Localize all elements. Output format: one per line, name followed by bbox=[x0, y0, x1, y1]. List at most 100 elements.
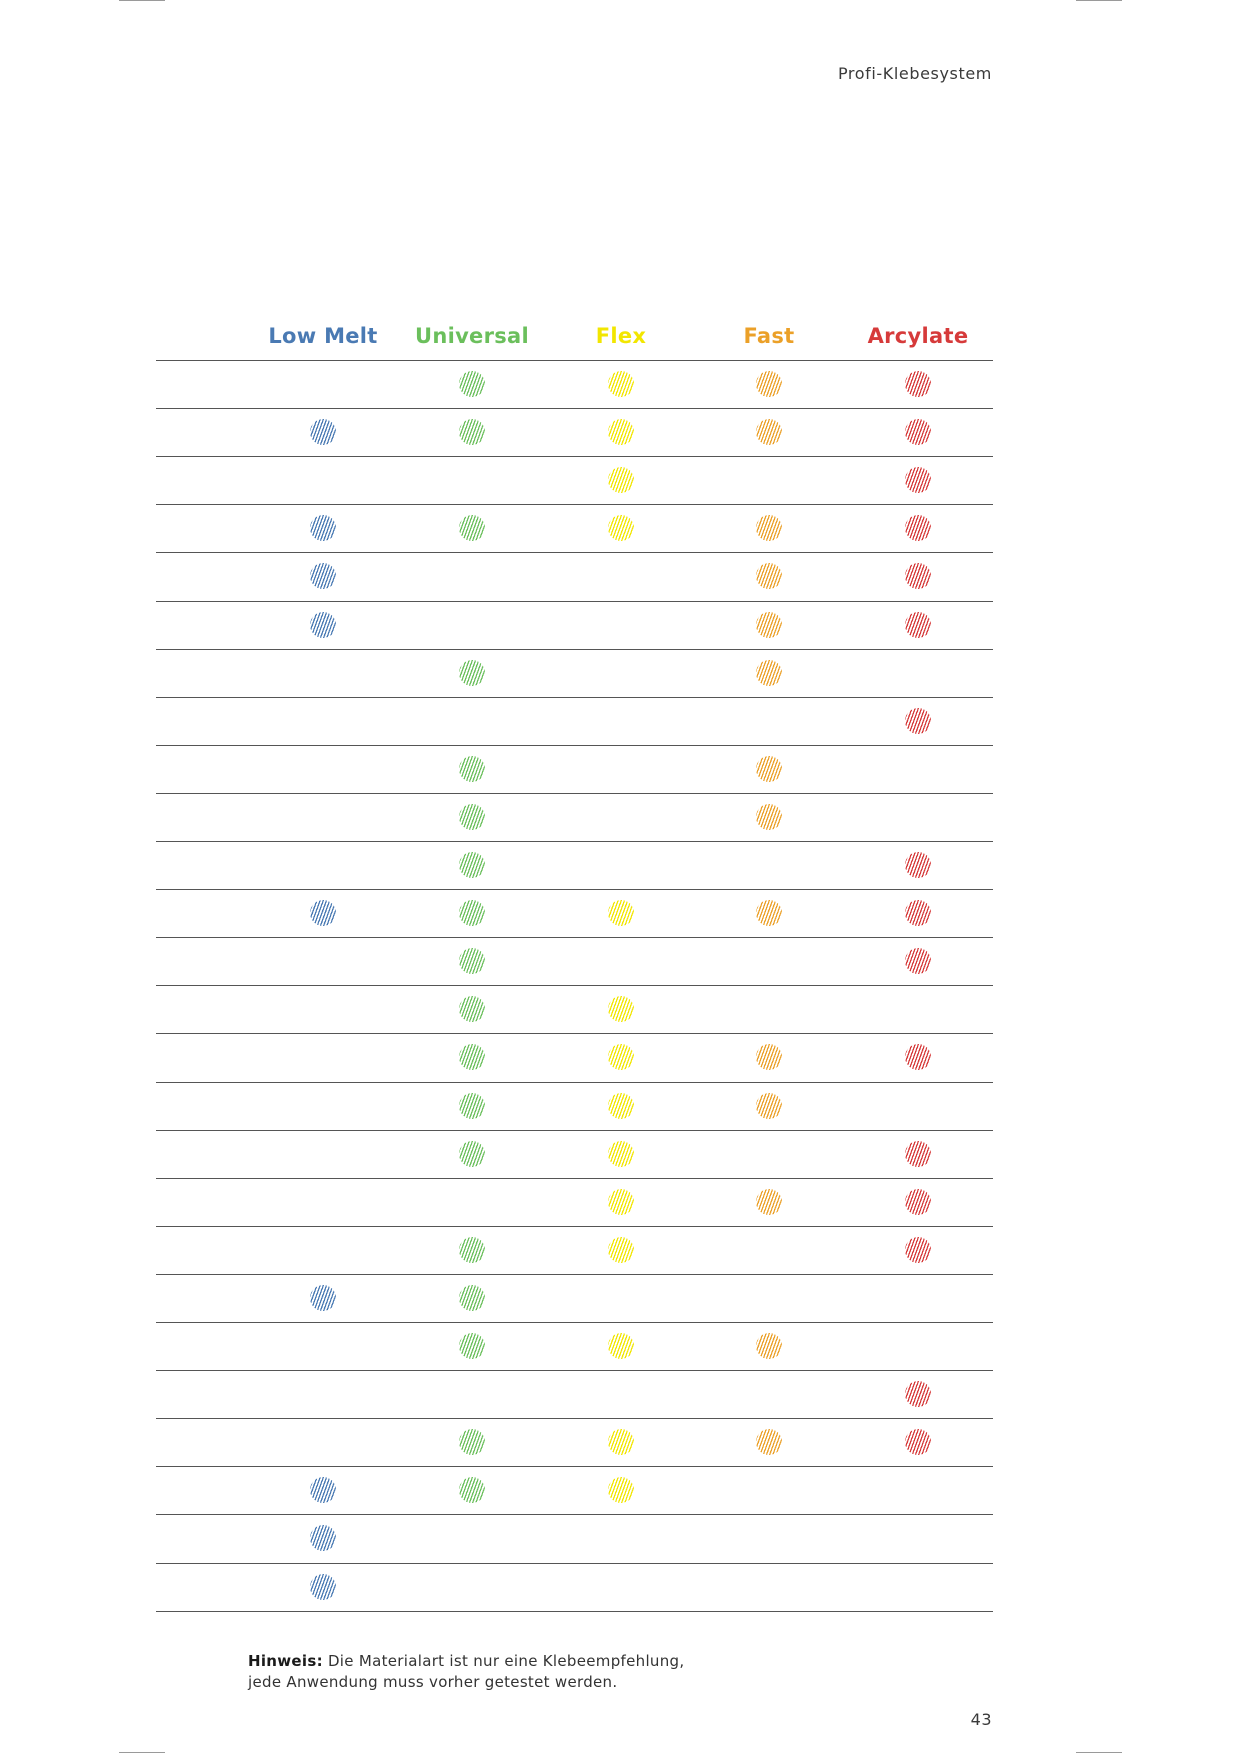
compatibility-dot-low-melt bbox=[310, 1574, 336, 1600]
compatibility-dot-universal bbox=[459, 756, 485, 782]
compatibility-dot-universal bbox=[459, 1237, 485, 1263]
compatibility-dot-arcylate bbox=[905, 708, 931, 734]
compatibility-dot-fast bbox=[756, 660, 782, 686]
compatibility-dot-arcylate bbox=[905, 563, 931, 589]
row-divider bbox=[156, 649, 993, 650]
crop-mark-top-left bbox=[119, 0, 165, 1]
compatibility-dot-flex bbox=[608, 419, 634, 445]
row-divider bbox=[156, 889, 993, 890]
compatibility-dot-fast bbox=[756, 1093, 782, 1119]
compatibility-dot-universal bbox=[459, 1429, 485, 1455]
row-divider bbox=[156, 937, 993, 938]
compatibility-dot-fast bbox=[756, 1189, 782, 1215]
compatibility-dot-flex bbox=[608, 371, 634, 397]
hint-label: Hinweis: bbox=[248, 1652, 323, 1670]
compatibility-dot-universal bbox=[459, 948, 485, 974]
compatibility-dot-fast bbox=[756, 515, 782, 541]
compatibility-dot-flex bbox=[608, 1477, 634, 1503]
crop-mark-bottom-left bbox=[119, 1752, 165, 1753]
compatibility-dot-fast bbox=[756, 804, 782, 830]
compatibility-dot-flex bbox=[608, 1429, 634, 1455]
row-divider bbox=[156, 456, 993, 457]
compatibility-dot-universal bbox=[459, 660, 485, 686]
running-head: Profi-Klebesystem bbox=[837, 64, 992, 83]
compatibility-dot-fast bbox=[756, 371, 782, 397]
row-divider bbox=[156, 504, 993, 505]
compatibility-dot-arcylate bbox=[905, 371, 931, 397]
compatibility-dot-universal bbox=[459, 1285, 485, 1311]
compatibility-dot-universal bbox=[459, 1093, 485, 1119]
compatibility-dot-flex bbox=[608, 1141, 634, 1167]
row-divider bbox=[156, 1322, 993, 1323]
row-divider bbox=[156, 1082, 993, 1083]
row-divider bbox=[156, 1514, 993, 1515]
compatibility-dot-low-melt bbox=[310, 563, 336, 589]
compatibility-dot-universal bbox=[459, 515, 485, 541]
compatibility-dot-fast bbox=[756, 419, 782, 445]
compatibility-dot-arcylate bbox=[905, 1381, 931, 1407]
compatibility-dot-flex bbox=[608, 900, 634, 926]
compatibility-dot-universal bbox=[459, 900, 485, 926]
row-divider bbox=[156, 1370, 993, 1371]
compatibility-dot-universal bbox=[459, 419, 485, 445]
compatibility-dot-fast bbox=[756, 612, 782, 638]
hint-line-1: Die Materialart ist nur eine Klebeempfeh… bbox=[327, 1652, 685, 1670]
column-header-flex: Flex bbox=[595, 324, 647, 348]
column-header-arcylate: Arcylate bbox=[867, 324, 969, 348]
compatibility-dot-universal bbox=[459, 1333, 485, 1359]
compatibility-dot-arcylate bbox=[905, 612, 931, 638]
compatibility-dot-flex bbox=[608, 996, 634, 1022]
compatibility-dot-fast bbox=[756, 1044, 782, 1070]
compatibility-dot-low-melt bbox=[310, 1525, 336, 1551]
compatibility-dot-universal bbox=[459, 371, 485, 397]
compatibility-dot-low-melt bbox=[310, 900, 336, 926]
row-divider bbox=[156, 697, 993, 698]
compatibility-dot-low-melt bbox=[310, 612, 336, 638]
compatibility-dot-arcylate bbox=[905, 419, 931, 445]
compatibility-dot-universal bbox=[459, 1477, 485, 1503]
row-divider bbox=[156, 1033, 993, 1034]
compatibility-dot-low-melt bbox=[310, 1477, 336, 1503]
compatibility-dot-arcylate bbox=[905, 1044, 931, 1070]
compatibility-dot-universal bbox=[459, 1044, 485, 1070]
column-header-low-melt: Low Melt bbox=[268, 324, 378, 348]
page-number: 43 bbox=[970, 1710, 992, 1729]
row-divider bbox=[156, 1563, 993, 1564]
compatibility-dot-arcylate bbox=[905, 467, 931, 493]
column-header-universal: Universal bbox=[414, 324, 530, 348]
compatibility-dot-universal bbox=[459, 996, 485, 1022]
compatibility-dot-arcylate bbox=[905, 948, 931, 974]
hint-note: Hinweis: Die Materialart ist nur eine Kl… bbox=[248, 1651, 684, 1693]
compatibility-dot-arcylate bbox=[905, 1141, 931, 1167]
compatibility-dot-universal bbox=[459, 852, 485, 878]
row-divider bbox=[156, 1178, 993, 1179]
crop-mark-bottom-right bbox=[1076, 1752, 1122, 1753]
hint-line-2: jede Anwendung muss vorher getestet werd… bbox=[248, 1673, 618, 1691]
compatibility-dot-flex bbox=[608, 1093, 634, 1119]
compatibility-dot-low-melt bbox=[310, 419, 336, 445]
compatibility-dot-fast bbox=[756, 1429, 782, 1455]
compatibility-dot-fast bbox=[756, 756, 782, 782]
compatibility-dot-fast bbox=[756, 900, 782, 926]
compatibility-dot-arcylate bbox=[905, 1237, 931, 1263]
row-divider bbox=[156, 1418, 993, 1419]
crop-mark-top-right bbox=[1076, 0, 1122, 1]
row-divider bbox=[156, 1466, 993, 1467]
column-header-fast: Fast bbox=[743, 324, 795, 348]
compatibility-dot-flex bbox=[608, 1333, 634, 1359]
header-rule bbox=[156, 360, 993, 361]
row-divider bbox=[156, 601, 993, 602]
row-divider bbox=[156, 552, 993, 553]
row-divider bbox=[156, 1611, 993, 1612]
row-divider bbox=[156, 1274, 993, 1275]
row-divider bbox=[156, 745, 993, 746]
compatibility-dot-flex bbox=[608, 1237, 634, 1263]
compatibility-dot-fast bbox=[756, 563, 782, 589]
compatibility-dot-universal bbox=[459, 804, 485, 830]
row-divider bbox=[156, 985, 993, 986]
compatibility-dot-arcylate bbox=[905, 1429, 931, 1455]
compatibility-dot-flex bbox=[608, 515, 634, 541]
compatibility-dot-arcylate bbox=[905, 515, 931, 541]
compatibility-dot-low-melt bbox=[310, 515, 336, 541]
